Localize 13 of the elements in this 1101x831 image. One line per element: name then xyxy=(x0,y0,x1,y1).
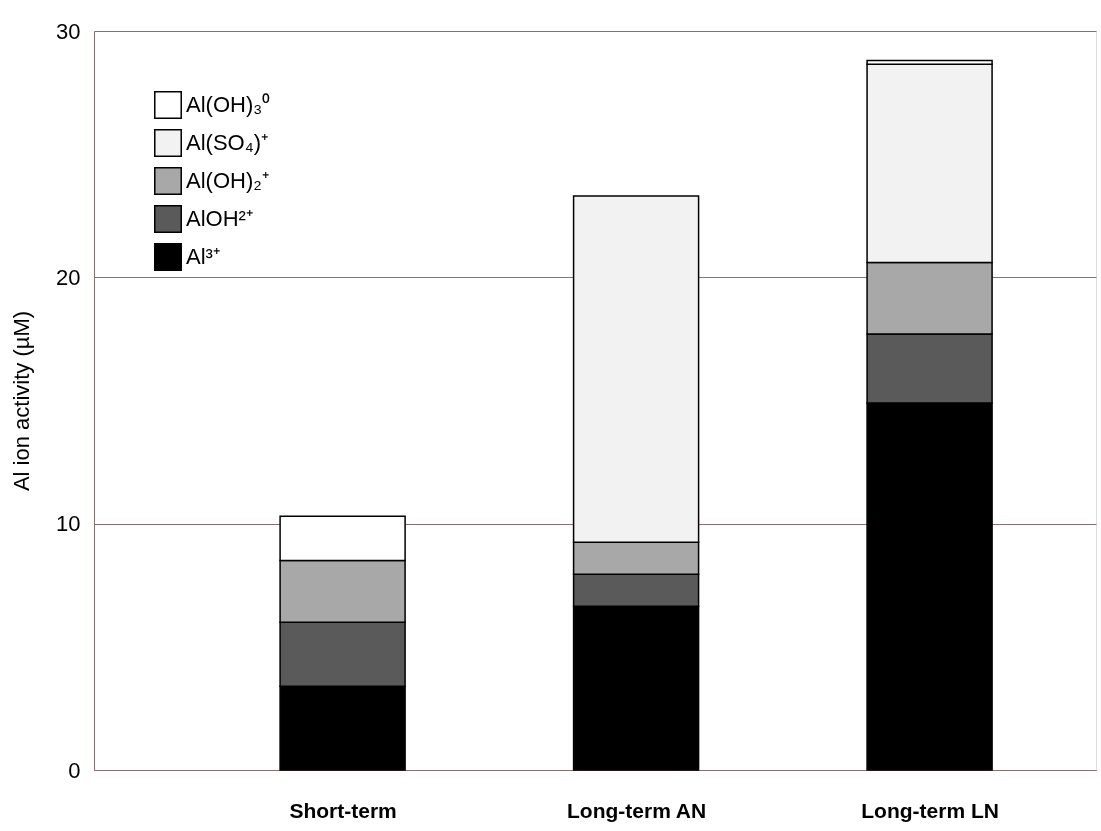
legend-label: Al³⁺ xyxy=(186,244,220,269)
y-tick-label: 20 xyxy=(56,264,81,290)
x-tick-label: Long-term AN xyxy=(566,798,707,822)
y-tick-label: 0 xyxy=(68,757,81,783)
y-tick-label: 30 xyxy=(56,18,81,44)
y-axis-title: Al ion activity (µM) xyxy=(9,310,35,492)
legend-label: Al(OH)₂⁺ xyxy=(186,168,269,193)
x-tick-label: Short-term xyxy=(289,798,397,822)
legend-label: Al(OH)₃⁰ xyxy=(186,92,271,117)
legend-label: AlOH²⁺ xyxy=(186,206,253,231)
legend-label: Al(SO₄)⁺ xyxy=(186,130,268,155)
y-tick-label: 10 xyxy=(56,511,81,537)
x-tick-label: Long-term LN xyxy=(861,798,999,822)
